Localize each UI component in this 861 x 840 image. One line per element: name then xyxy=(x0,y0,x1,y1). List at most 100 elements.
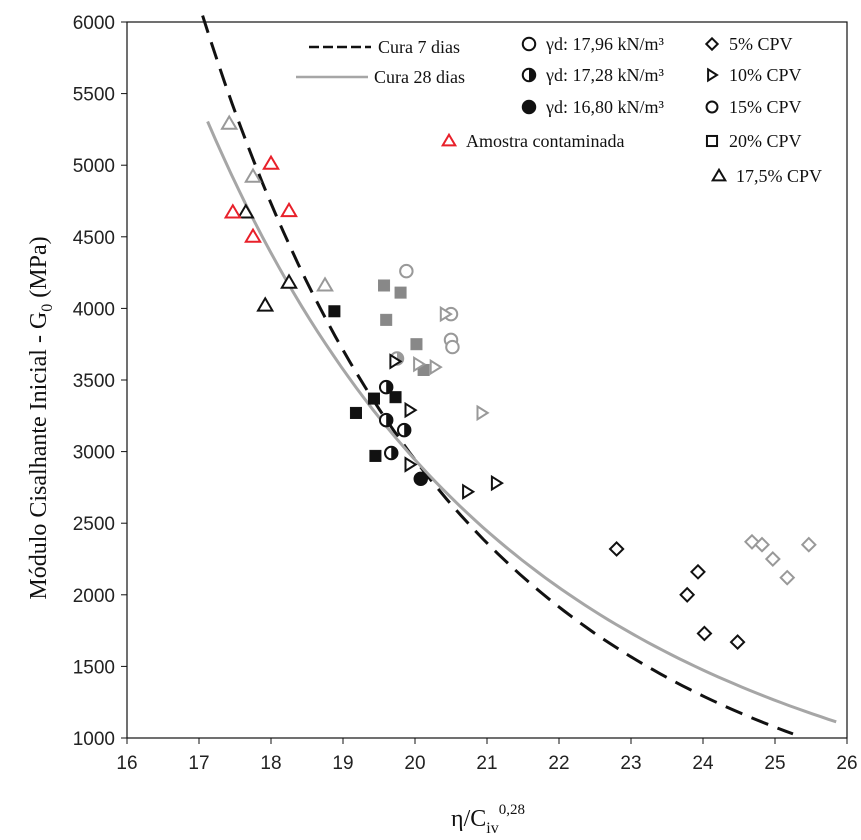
x-tick-label: 17 xyxy=(188,753,209,774)
axes: 16 17 18 19 20 21 22 23 24 25 26 1000 1500 2000 2500 30… xyxy=(73,13,858,774)
legend-label-cura-28: Cura 28 dias xyxy=(374,67,465,87)
data-point-diamond xyxy=(689,563,706,580)
data-point-diamond xyxy=(679,586,696,603)
curve-28-days xyxy=(206,120,837,724)
data-point-triangle-right xyxy=(439,305,453,323)
x-tick-label: 26 xyxy=(836,753,857,774)
x-axis-label-base: η/C xyxy=(451,806,486,832)
marker-outline xyxy=(396,422,412,438)
marker-outline xyxy=(378,412,394,428)
x-tick-label: 16 xyxy=(116,753,137,774)
legend-density-marker xyxy=(521,99,537,115)
data-point-diamond xyxy=(800,536,817,553)
y-tick-label: 6000 xyxy=(73,13,115,34)
legend-label-density: γd: 17,28 kN/m³ xyxy=(545,65,664,85)
data-point-triangle-up xyxy=(280,273,298,289)
legend-label-cement: 10% CPV xyxy=(729,65,802,85)
x-tick-label: 23 xyxy=(620,753,641,774)
data-point-triangle-right xyxy=(429,358,443,376)
legend-label-cement: 15% CPV xyxy=(729,97,802,117)
data-point-diamond xyxy=(696,625,713,642)
x-axis-label-sub: iv xyxy=(486,820,498,835)
marker-outline xyxy=(384,445,399,461)
data-point-triangle-right xyxy=(389,353,403,370)
data-point-diamond xyxy=(764,550,781,568)
legend-cement-marker xyxy=(705,100,719,114)
data-point-triangle-up xyxy=(316,276,334,292)
data-point-circle xyxy=(445,339,460,355)
y-axis-label-unit: (MPa) xyxy=(26,236,52,303)
y-tick-label: 5000 xyxy=(73,156,115,177)
data-point-triangle-up xyxy=(236,203,255,219)
data-point-square xyxy=(349,406,362,419)
data-point-square xyxy=(378,279,391,292)
x-tick-label: 24 xyxy=(692,753,714,774)
data-point-circle xyxy=(378,379,394,395)
y-tick-label: 1500 xyxy=(73,657,115,678)
y-tick-label: 1000 xyxy=(73,729,115,750)
legend-density-marker xyxy=(521,36,537,52)
data-point-triangle-up xyxy=(244,227,262,243)
data-point-circle xyxy=(396,422,412,438)
y-axis-label-main: Módulo Cisalhante Inicial - G xyxy=(26,312,52,600)
x-tick-label: 22 xyxy=(548,753,569,774)
x-tick-label: 18 xyxy=(260,753,281,774)
data-point-square xyxy=(380,313,393,326)
data-point-triangle-up xyxy=(256,296,275,312)
data-point-triangle-up xyxy=(262,154,280,170)
legend-density-marker xyxy=(521,67,537,83)
x-tick-label: 21 xyxy=(476,753,497,774)
legend-label-contaminated: Amostra contaminada xyxy=(466,131,624,151)
legend-cement-marker xyxy=(707,67,719,83)
legend-label-cura-7: Cura 7 dias xyxy=(378,37,460,57)
legend-cement-marker xyxy=(704,36,720,52)
legend-label-cement: 20% CPV xyxy=(729,131,802,151)
data-point-square xyxy=(367,392,380,405)
data-point-circle xyxy=(413,471,429,487)
trend-curves xyxy=(201,15,837,736)
legend-label-density: γd: 16,80 kN/m³ xyxy=(545,97,664,117)
y-tick-label: 5500 xyxy=(73,85,115,106)
data-point-square xyxy=(389,391,402,404)
data-point-square xyxy=(410,338,423,351)
data-point-diamond xyxy=(754,536,771,553)
x-axis-label: η/Civ0,28 xyxy=(451,802,525,835)
data-point-triangle-right xyxy=(462,483,476,500)
marker-outline xyxy=(521,67,537,83)
y-axis-label: Módulo Cisalhante Inicial - G0 (MPa) xyxy=(26,236,56,599)
legend-label-cement: 5% CPV xyxy=(729,34,793,54)
legend-label-density: γd: 17,96 kN/m³ xyxy=(545,34,664,54)
x-tick-label: 20 xyxy=(404,753,425,774)
data-point-triangle-right xyxy=(476,404,490,422)
data-point-triangle-right xyxy=(404,401,418,419)
x-axis-label-sup: 0,28 xyxy=(499,802,525,818)
y-axis-label-sub: 0 xyxy=(39,304,56,312)
data-point-diamond xyxy=(729,634,746,651)
data-point-circle xyxy=(384,445,399,461)
data-point-square xyxy=(369,449,382,462)
y-tick-label: 3000 xyxy=(73,443,115,464)
y-tick-label: 4500 xyxy=(73,228,115,249)
legend-label-cement: 17,5% CPV xyxy=(736,166,822,186)
legend: Cura 7 dias Cura 28 dias γd: 17,96 kN/m³ γd… xyxy=(296,34,822,186)
data-points xyxy=(220,114,817,651)
data-point-diamond xyxy=(608,540,625,557)
y-tick-label: 2500 xyxy=(73,514,115,535)
legend-cement-marker xyxy=(710,167,728,182)
data-point-triangle-right xyxy=(490,474,504,492)
curve-7-days xyxy=(201,15,794,736)
data-point-triangle-right xyxy=(413,356,427,373)
data-point-circle xyxy=(399,263,414,279)
data-point-triangle-up xyxy=(223,203,242,219)
data-point-circle xyxy=(378,412,394,428)
data-point-square xyxy=(328,305,341,318)
data-point-triangle-right xyxy=(404,456,418,473)
x-tick-label: 19 xyxy=(332,753,353,774)
y-tick-label: 2000 xyxy=(73,586,115,607)
data-point-triangle-up xyxy=(244,167,262,183)
data-point-triangle-up xyxy=(280,201,298,218)
marker-outline xyxy=(378,379,394,395)
data-point-triangle-up xyxy=(220,114,239,130)
y-tick-label: 3500 xyxy=(73,371,115,392)
